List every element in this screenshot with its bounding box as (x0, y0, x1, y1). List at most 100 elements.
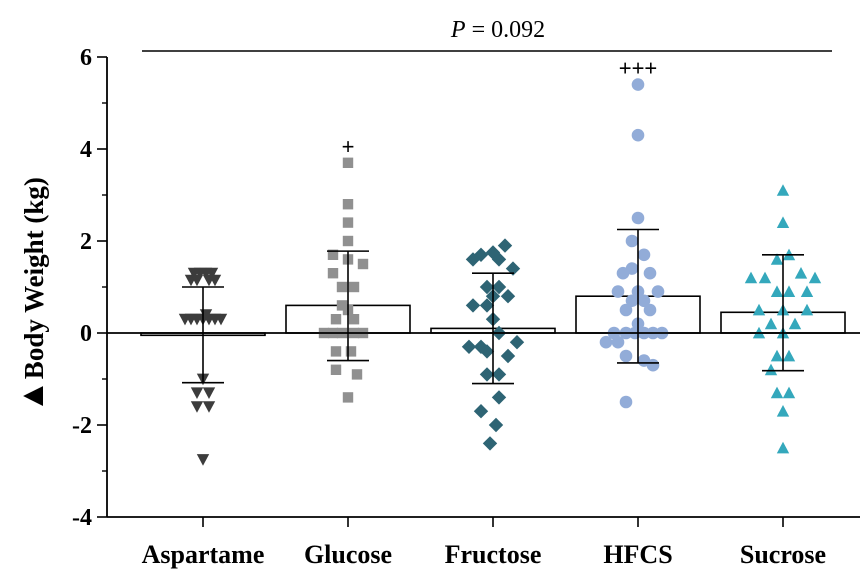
data-point-fructose (497, 238, 513, 253)
svg-text:▲Body Weight (kg): ▲Body Weight (kg) (14, 177, 51, 413)
data-point-fructose (500, 289, 516, 304)
data-point-fructose (479, 279, 495, 295)
y-tick-label: -2 (72, 413, 92, 439)
data-point-aspartame (190, 387, 204, 399)
p-rest: = 0.092 (466, 17, 546, 43)
data-point-fructose (505, 261, 521, 276)
data-point-sucrose (788, 317, 802, 330)
data-point-hfcs (643, 303, 657, 317)
data-point-hfcs (637, 294, 651, 308)
data-point-fructose (465, 252, 481, 267)
data-point-aspartame (190, 274, 204, 287)
significance-marker-hfcs: +++ (619, 56, 658, 81)
data-point-sucrose (770, 285, 784, 297)
data-point-hfcs (631, 128, 645, 142)
data-point-hfcs (625, 234, 639, 248)
data-point-glucose (357, 258, 369, 270)
data-point-sucrose (752, 303, 766, 316)
data-point-glucose (342, 392, 354, 403)
data-point-aspartame (202, 401, 216, 413)
data-point-hfcs (599, 335, 613, 349)
bars-layer (140, 295, 846, 337)
data-point-sucrose (808, 271, 822, 284)
data-point-hfcs (637, 248, 651, 262)
data-point-glucose (351, 369, 363, 380)
data-point-hfcs (631, 78, 645, 91)
data-point-fructose (491, 390, 507, 405)
data-point-hfcs (619, 349, 633, 363)
data-point-fructose (482, 436, 498, 451)
data-point-aspartame (208, 274, 222, 287)
p-italic: P (450, 17, 466, 43)
data-point-glucose (336, 281, 348, 293)
labels-layer: Aspartame Glucose + Fructose HFCS +++ Sucrose -… (72, 45, 826, 569)
axes-layer (97, 50, 860, 527)
data-point-sucrose (800, 303, 814, 316)
data-point-fructose (491, 252, 507, 267)
data-point-hfcs (619, 395, 633, 409)
data-point-glucose (330, 364, 342, 375)
data-point-glucose (336, 300, 348, 311)
data-point-sucrose (776, 441, 790, 454)
data-point-aspartame (196, 454, 210, 466)
data-point-hfcs (643, 266, 657, 280)
data-point-fructose (461, 339, 477, 354)
data-point-sucrose (782, 386, 796, 399)
data-point-glucose (345, 346, 357, 357)
data-point-glucose (342, 157, 354, 168)
data-point-sucrose (782, 285, 796, 297)
data-point-sucrose (764, 317, 778, 330)
points-layer (178, 78, 822, 466)
data-point-sucrose (758, 271, 772, 284)
data-point-glucose (342, 199, 354, 210)
data-point-fructose (491, 279, 507, 295)
x-tick-label-hfcs: HFCS (603, 540, 672, 569)
data-point-hfcs (611, 285, 625, 298)
data-point-sucrose (770, 253, 784, 265)
data-point-sucrose (800, 285, 814, 297)
data-point-fructose (479, 367, 495, 382)
data-point-fructose (465, 298, 481, 313)
x-tick-label-aspartame: Aspartame (142, 540, 265, 569)
y-tick-label: 4 (80, 137, 92, 163)
data-point-sucrose (764, 363, 778, 376)
data-point-glucose (330, 346, 342, 357)
data-point-hfcs (625, 294, 639, 308)
data-point-sucrose (776, 216, 790, 228)
data-point-hfcs (625, 262, 639, 275)
errorbars-layer (182, 228, 804, 385)
data-point-sucrose (744, 271, 758, 284)
significance-marker-glucose: + (342, 134, 355, 159)
data-point-glucose (330, 314, 342, 325)
y-axis-title-text: Body Weight (kg) (19, 177, 49, 379)
data-point-sucrose (770, 349, 784, 362)
data-point-fructose (500, 348, 516, 364)
data-point-hfcs (631, 211, 645, 225)
y-tick-label: 2 (80, 229, 92, 255)
p-value-annotation: P = 0.092 (450, 17, 545, 43)
data-point-glucose (327, 249, 339, 260)
data-point-glucose (348, 281, 360, 293)
data-point-glucose (342, 235, 354, 247)
data-point-glucose (348, 314, 360, 325)
y-axis-title: ▲Body Weight (kg) (14, 177, 51, 413)
data-point-aspartame (202, 387, 216, 399)
y-tick-label: 6 (80, 45, 92, 71)
data-point-fructose (473, 404, 489, 419)
data-point-hfcs (611, 335, 625, 349)
y-tick-label: -4 (72, 505, 92, 531)
x-tick-label-fructose: Fructose (445, 540, 542, 569)
data-point-fructose (479, 298, 495, 313)
data-point-hfcs (651, 285, 665, 298)
data-point-hfcs (646, 358, 660, 372)
data-point-fructose (509, 335, 525, 350)
data-point-sucrose (794, 267, 808, 279)
data-point-fructose (479, 344, 495, 359)
data-point-aspartame (214, 313, 228, 326)
data-point-sucrose (770, 386, 784, 399)
data-point-fructose (488, 417, 504, 433)
data-point-aspartame (190, 401, 204, 413)
data-point-sucrose (782, 349, 796, 362)
data-point-sucrose (776, 184, 790, 196)
